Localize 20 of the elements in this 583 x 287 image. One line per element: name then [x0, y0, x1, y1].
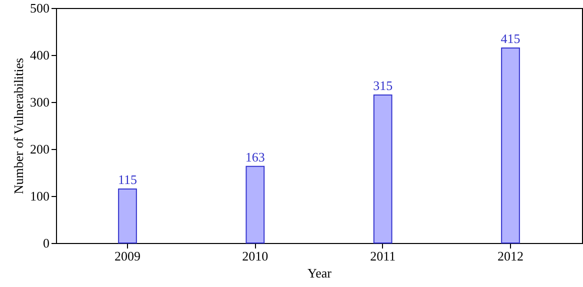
y-tick-label: 500	[30, 0, 50, 16]
bar	[118, 188, 137, 244]
x-tick-label: 2009	[114, 248, 140, 264]
data-label: 315	[373, 78, 393, 93]
x-axis-title: Year	[308, 266, 332, 280]
data-label: 115	[118, 172, 138, 187]
bar	[501, 47, 520, 244]
y-tick-label: 0	[43, 236, 50, 250]
bar	[246, 166, 265, 244]
y-tick-label: 100	[30, 188, 50, 204]
y-tick-label: 200	[30, 142, 50, 156]
data-label: 415	[500, 30, 520, 46]
data-label: 163	[245, 149, 265, 164]
y-tick-label: 400	[30, 48, 50, 62]
x-tick-label: 2010	[242, 248, 268, 264]
x-tick-label: 2012	[498, 248, 524, 264]
y-tick-label: 300	[30, 94, 50, 110]
bar	[373, 94, 392, 244]
y-axis-title: Number of Vulnerabilities	[11, 58, 26, 194]
x-tick-label: 2011	[370, 248, 396, 264]
